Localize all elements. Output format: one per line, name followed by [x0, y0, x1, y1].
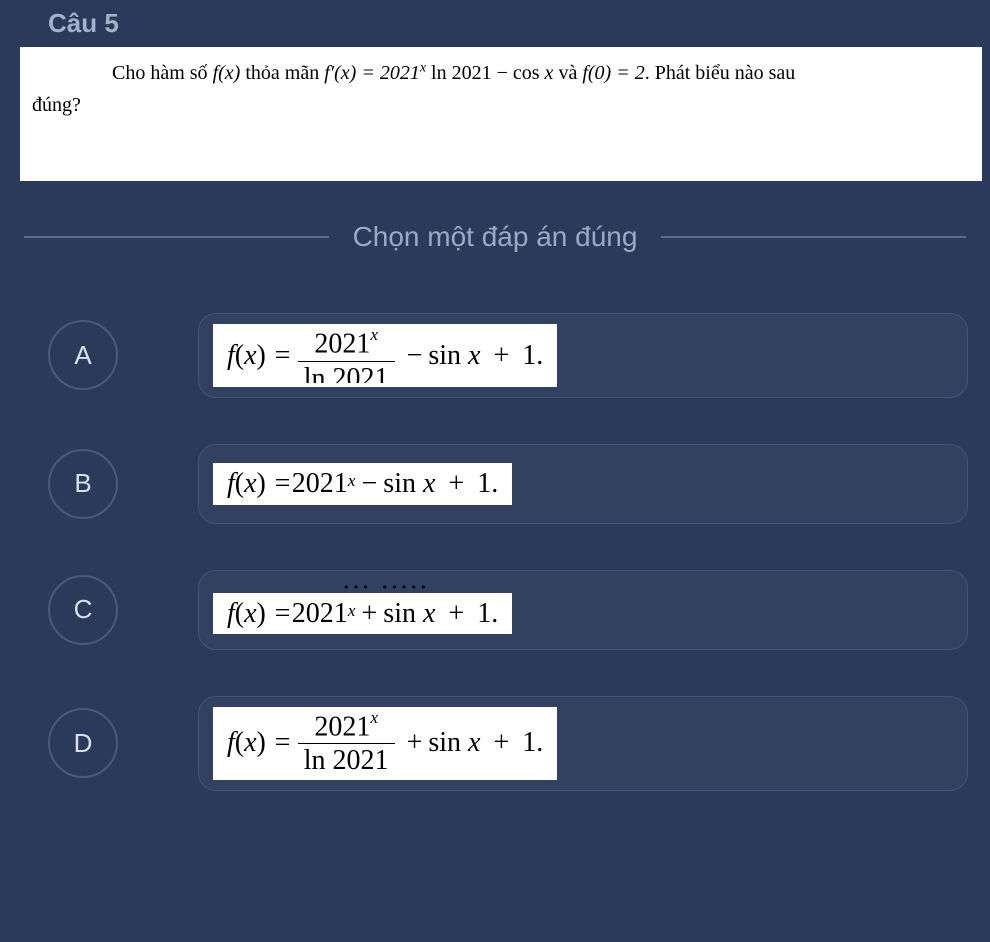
q-ln: ln 2021 − cos [426, 62, 545, 84]
question-statement: Cho hàm số f(x) thỏa mãn f′(x) = 2021x l… [20, 47, 982, 181]
clipped-residue: ••• ••••• [343, 585, 512, 591]
q-text: Cho hàm số [112, 62, 213, 84]
exp-c: x [348, 601, 356, 622]
rhs-d: +sin x + 1. [401, 726, 544, 760]
formula-b: f(x) = 2021x −sin x + 1. [213, 463, 512, 505]
divider-line-left [24, 236, 329, 238]
option-d[interactable]: D f(x) = 2021x ln 2021 +sin x + 1. [48, 696, 970, 791]
option-b[interactable]: B f(x) = 2021x −sin x + 1. [48, 444, 970, 524]
instruction-label: Chọn một đáp án đúng [329, 221, 662, 253]
q-fprime: f′(x) = 2021 [324, 62, 420, 84]
fx-label: f(x) = [227, 467, 292, 501]
frac-num-d: 2021x [308, 711, 384, 744]
options-list: A f(x) = 2021x ln 2021 −sin x + 1. B f(x… [20, 313, 970, 791]
fx-label: f(x) = [227, 726, 292, 760]
frac-den-d: ln 2021 [298, 743, 395, 775]
base-b: 2021 [292, 467, 348, 501]
option-box-b: f(x) = 2021x −sin x + 1. [198, 444, 968, 524]
formula-d: f(x) = 2021x ln 2021 +sin x + 1. [213, 707, 557, 780]
frac-den-a: ln 2021 [298, 361, 395, 383]
option-letter-d: D [48, 708, 118, 778]
formula-a: f(x) = 2021x ln 2021 −sin x + 1. [213, 324, 557, 387]
fraction-a: 2021x ln 2021 [298, 328, 395, 383]
q-fx: f(x) [213, 62, 241, 84]
base-c: 2021 [292, 597, 348, 631]
option-c[interactable]: C ••• ••••• f(x) = 2021x +sin x + 1. [48, 570, 970, 650]
rhs-c: +sin x + 1. [356, 597, 499, 631]
option-box-c: ••• ••••• f(x) = 2021x +sin x + 1. [198, 570, 968, 650]
exp-b: x [348, 471, 356, 492]
formula-c: f(x) = 2021x +sin x + 1. [213, 593, 512, 635]
q-text: thỏa mãn [240, 62, 324, 84]
question-line-2: đúng? [32, 89, 970, 121]
question-line-1: Cho hàm số f(x) thỏa mãn f′(x) = 2021x l… [32, 57, 970, 89]
rhs-a: −sin x + 1. [401, 339, 544, 373]
q-text: . Phát biểu nào sau [645, 62, 796, 84]
instruction-divider: Chọn một đáp án đúng [20, 221, 970, 253]
option-letter-c: C [48, 575, 118, 645]
fraction-d: 2021x ln 2021 [298, 711, 395, 776]
option-letter-a: A [48, 320, 118, 390]
option-letter-b: B [48, 449, 118, 519]
option-a[interactable]: A f(x) = 2021x ln 2021 −sin x + 1. [48, 313, 970, 398]
rhs-b: −sin x + 1. [356, 467, 499, 501]
fx-label: f(x) = [227, 339, 292, 373]
question-number: Câu 5 [20, 0, 970, 47]
fx-label: f(x) = [227, 597, 292, 631]
option-box-d: f(x) = 2021x ln 2021 +sin x + 1. [198, 696, 968, 791]
option-box-a: f(x) = 2021x ln 2021 −sin x + 1. [198, 313, 968, 398]
divider-line-right [661, 236, 966, 238]
q-text: và [553, 62, 582, 84]
q-f0: f(0) = 2 [582, 62, 644, 84]
frac-num-a: 2021x [308, 328, 384, 361]
